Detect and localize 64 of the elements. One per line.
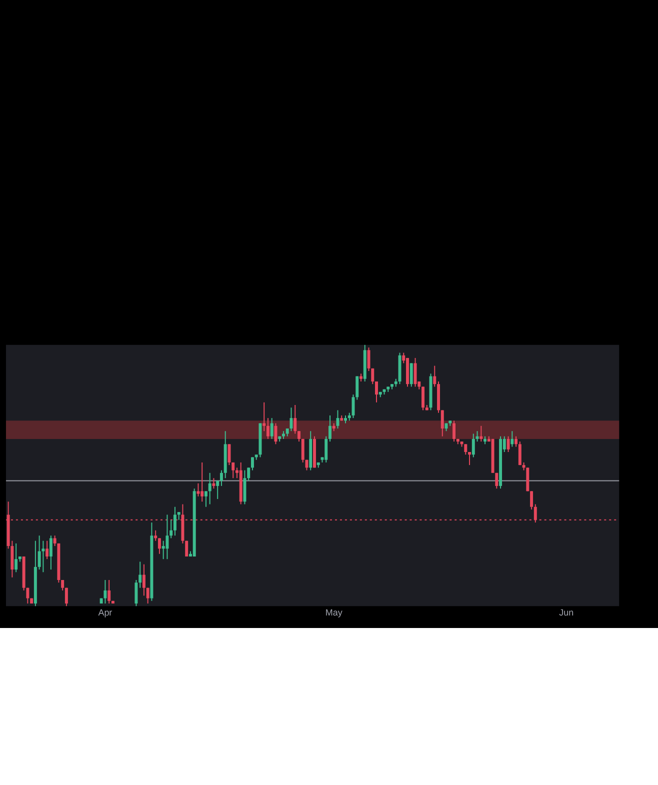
candlestick xyxy=(250,456,254,471)
candlestick xyxy=(216,480,220,500)
candlestick xyxy=(247,467,250,482)
candlestick xyxy=(228,444,231,466)
candlestick xyxy=(464,444,468,456)
candlestick xyxy=(375,380,378,403)
candlestick xyxy=(440,410,444,437)
candlestick xyxy=(38,535,41,570)
candlestick xyxy=(506,436,510,452)
candlestick xyxy=(476,430,479,442)
candlestick xyxy=(266,418,270,440)
candlestick xyxy=(480,425,483,442)
candlestick xyxy=(518,441,522,466)
candlestick xyxy=(414,357,417,388)
candlestick xyxy=(208,472,212,505)
candlestick xyxy=(220,470,223,486)
candlestick xyxy=(146,587,150,604)
candlestick xyxy=(166,514,169,560)
x-tick-label: May xyxy=(325,608,343,618)
candlestick xyxy=(336,410,340,429)
candlestick xyxy=(204,490,208,508)
candlestick xyxy=(452,420,456,442)
candlestick xyxy=(270,418,274,440)
candlestick xyxy=(274,422,278,445)
candlestick xyxy=(104,579,107,604)
candlestick xyxy=(294,404,297,434)
candlestick xyxy=(14,542,18,573)
candlestick xyxy=(324,436,328,463)
candlestick xyxy=(356,376,359,400)
candlestick xyxy=(510,430,514,448)
candlestick xyxy=(410,362,413,388)
x-tick-label: Jun xyxy=(559,608,574,618)
candlestick xyxy=(243,470,246,505)
candlestick xyxy=(142,564,146,596)
candlestick xyxy=(530,490,534,510)
candlestick xyxy=(212,478,216,490)
candlestick xyxy=(173,506,176,536)
candlestick xyxy=(200,462,204,502)
candlestick xyxy=(185,540,188,557)
candlestick xyxy=(328,414,332,442)
candlestick xyxy=(352,394,355,419)
candlestick xyxy=(196,482,200,497)
candlestick xyxy=(46,540,49,560)
candlestick xyxy=(262,402,266,432)
x-tick-label: Apr xyxy=(98,608,112,618)
candlestick xyxy=(297,430,300,442)
candlestick xyxy=(232,462,235,479)
candlestick xyxy=(514,436,518,448)
candlestick xyxy=(26,587,30,604)
candlestick xyxy=(64,587,68,607)
candlestick xyxy=(422,386,425,411)
candlestick xyxy=(108,579,111,604)
candlestick xyxy=(371,368,374,385)
candlestick xyxy=(170,519,173,539)
candlestick xyxy=(472,433,475,458)
candlestick xyxy=(154,530,158,542)
candlestick xyxy=(495,472,498,490)
candlestick xyxy=(158,538,161,554)
candlestick xyxy=(138,561,142,588)
candlestick xyxy=(134,579,138,607)
candlestick xyxy=(290,407,293,432)
candlestick xyxy=(468,452,472,466)
candlestick xyxy=(49,535,52,570)
candlestick xyxy=(433,365,436,388)
